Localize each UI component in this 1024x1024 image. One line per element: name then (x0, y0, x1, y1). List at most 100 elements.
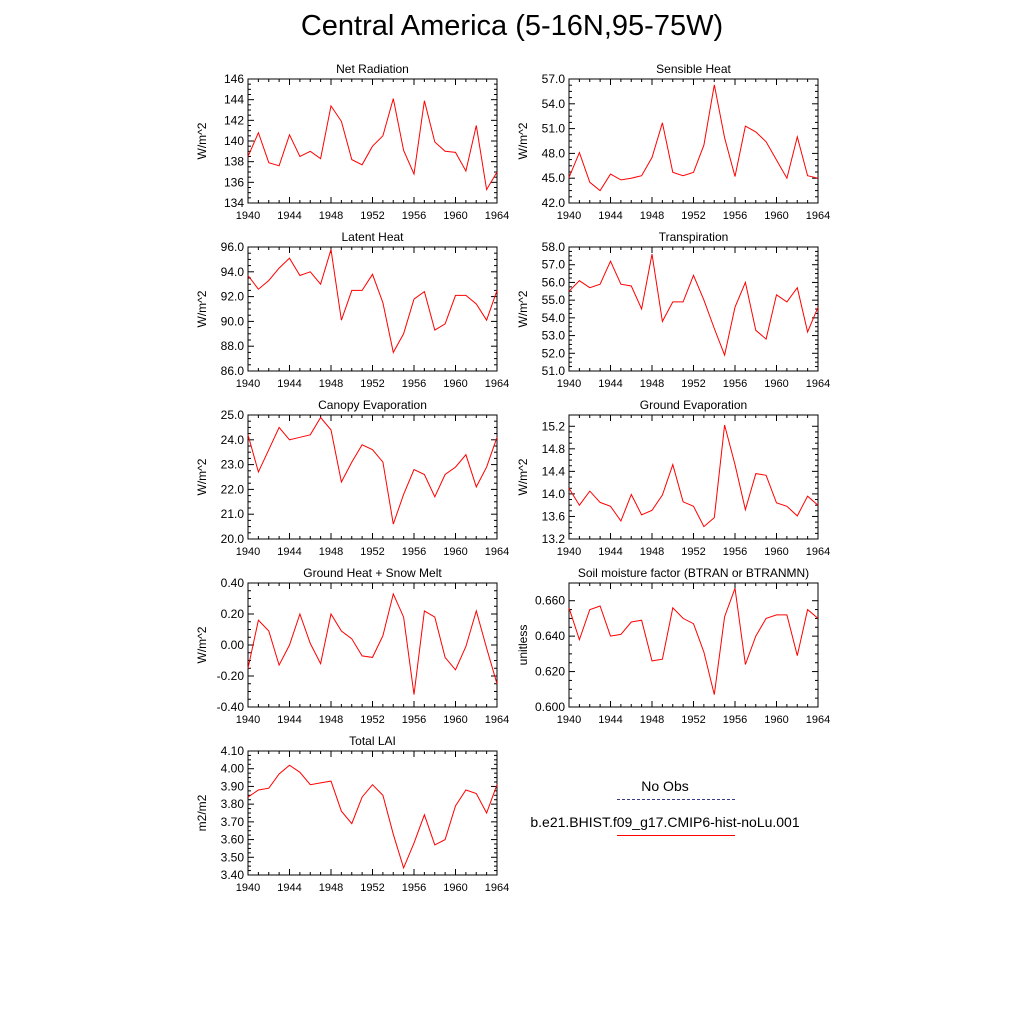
y-axis-label: W/m^2 (195, 626, 209, 663)
plot-frame (568, 414, 819, 540)
y-tick-label: 48.0 (542, 146, 566, 160)
y-tick-label: 138 (224, 155, 244, 169)
y-tick-label: 20.0 (221, 532, 245, 546)
x-tick-label: 1956 (402, 546, 426, 558)
x-tick-label: 1960 (443, 210, 467, 222)
series-line (568, 254, 819, 357)
x-tick-label: 1964 (485, 210, 509, 222)
y-tick-label: 54.0 (542, 97, 566, 111)
y-tick-label: 42.0 (542, 196, 566, 210)
y-tick-label: 4.10 (221, 744, 245, 758)
x-tick-label: 1948 (319, 714, 343, 726)
x-tick-label: 1956 (723, 210, 747, 222)
panel-title: Latent Heat (341, 230, 404, 244)
series-line (568, 588, 819, 695)
x-tick-label: 1940 (557, 210, 581, 222)
x-tick-label: 1952 (360, 378, 384, 390)
x-tick-label: 1940 (236, 546, 260, 558)
panel-5: Canopy Evaporation W/m^2 20.0 21.0 22.0 23.0 2… (195, 398, 509, 558)
x-tick-label: 1960 (764, 714, 788, 726)
x-tick-label: 1948 (319, 210, 343, 222)
panel-title: Sensible Heat (656, 62, 731, 76)
panel-9: Total LAI m2/m2 3.40 3.50 3.60 3.70 3.80 3.90 4.… (195, 734, 509, 894)
y-tick-label: 90.0 (221, 314, 245, 328)
y-tick-label: 58.0 (542, 240, 566, 254)
x-tick-label: 1948 (319, 546, 343, 558)
legend: No Obs b.e21.BHIST.f09_g17.CMIP6-hist-no… (520, 775, 810, 841)
series-line (247, 249, 498, 354)
panel-1: Net Radiation W/m^2 134 136 138 140 142 144 146 1… (195, 62, 509, 222)
y-tick-label: 15.2 (542, 419, 566, 433)
y-tick-label: 23.0 (221, 458, 245, 472)
panel-title: Net Radiation (336, 62, 409, 76)
panel-3: Latent Heat W/m^2 86.0 88.0 90.0 92.0 94.0 96.0… (195, 230, 509, 390)
panel-title: Total LAI (349, 734, 396, 748)
x-tick-label: 1964 (806, 210, 830, 222)
y-tick-label: 13.2 (542, 532, 566, 546)
y-tick-label: 0.620 (535, 665, 565, 679)
x-tick-label: 1960 (443, 378, 467, 390)
y-tick-label: 4.00 (221, 762, 245, 776)
y-tick-label: 57.0 (542, 72, 566, 86)
x-tick-label: 1956 (402, 210, 426, 222)
y-axis-label: W/m^2 (195, 458, 209, 495)
plot-frame (247, 246, 498, 372)
y-axis-label: W/m^2 (516, 458, 530, 495)
y-tick-label: 94.0 (221, 265, 245, 279)
series-line (568, 424, 819, 528)
y-tick-label: 142 (224, 113, 244, 127)
x-tick-label: 1960 (764, 378, 788, 390)
y-axis-label: m2/m2 (195, 794, 209, 831)
x-tick-label: 1940 (557, 714, 581, 726)
panel-2: Sensible Heat W/m^2 42.0 45.0 48.0 51.0 54.0 57… (516, 62, 830, 222)
y-tick-label: 24.0 (221, 433, 245, 447)
y-tick-label: 54.0 (542, 311, 566, 325)
y-tick-label: 51.0 (542, 122, 566, 136)
plot-frame (568, 246, 819, 372)
x-tick-label: 1960 (443, 882, 467, 894)
panel-7: Ground Heat + Snow Melt W/m^2 -0.40 -0.20 0.… (195, 566, 509, 726)
y-tick-label: 0.640 (535, 629, 565, 643)
x-tick-label: 1956 (723, 714, 747, 726)
x-tick-label: 1944 (598, 210, 622, 222)
y-tick-label: 14.0 (542, 487, 566, 501)
x-tick-label: 1960 (443, 546, 467, 558)
x-tick-label: 1944 (598, 378, 622, 390)
x-tick-label: 1944 (277, 546, 301, 558)
x-tick-label: 1956 (402, 714, 426, 726)
panel-title: Ground Evaporation (640, 398, 747, 412)
x-tick-label: 1948 (640, 714, 664, 726)
x-tick-label: 1964 (485, 882, 509, 894)
y-tick-label: 144 (224, 93, 244, 107)
x-tick-label: 1964 (806, 546, 830, 558)
y-tick-label: 22.0 (221, 482, 245, 496)
legend-label-obs: No Obs (641, 778, 689, 794)
panel-title: Transpiration (659, 230, 729, 244)
y-tick-label: 134 (224, 196, 244, 210)
series-line (568, 84, 819, 192)
y-tick-label: 3.40 (221, 868, 245, 882)
y-tick-label: 13.6 (542, 509, 566, 523)
x-tick-label: 1944 (277, 378, 301, 390)
y-tick-label: 136 (224, 175, 244, 189)
y-tick-label: 88.0 (221, 339, 245, 353)
legend-entry-obs: No Obs (520, 775, 810, 805)
y-tick-label: 3.90 (221, 779, 245, 793)
x-tick-label: 1948 (319, 378, 343, 390)
y-tick-label: -0.20 (217, 669, 245, 683)
panel-title: Canopy Evaporation (318, 398, 427, 412)
x-tick-label: 1964 (806, 714, 830, 726)
x-tick-label: 1940 (557, 546, 581, 558)
x-tick-label: 1940 (557, 378, 581, 390)
series-line (247, 592, 498, 695)
y-tick-label: 14.4 (542, 464, 566, 478)
plot-frame (247, 414, 498, 540)
legend-entry-model: b.e21.BHIST.f09_g17.CMIP6-hist-noLu.001 (520, 811, 810, 841)
y-tick-label: 57.0 (542, 258, 566, 272)
x-tick-label: 1960 (764, 546, 788, 558)
x-tick-label: 1940 (236, 378, 260, 390)
x-tick-label: 1948 (640, 210, 664, 222)
y-tick-label: 0.660 (535, 594, 565, 608)
y-tick-label: 3.70 (221, 815, 245, 829)
